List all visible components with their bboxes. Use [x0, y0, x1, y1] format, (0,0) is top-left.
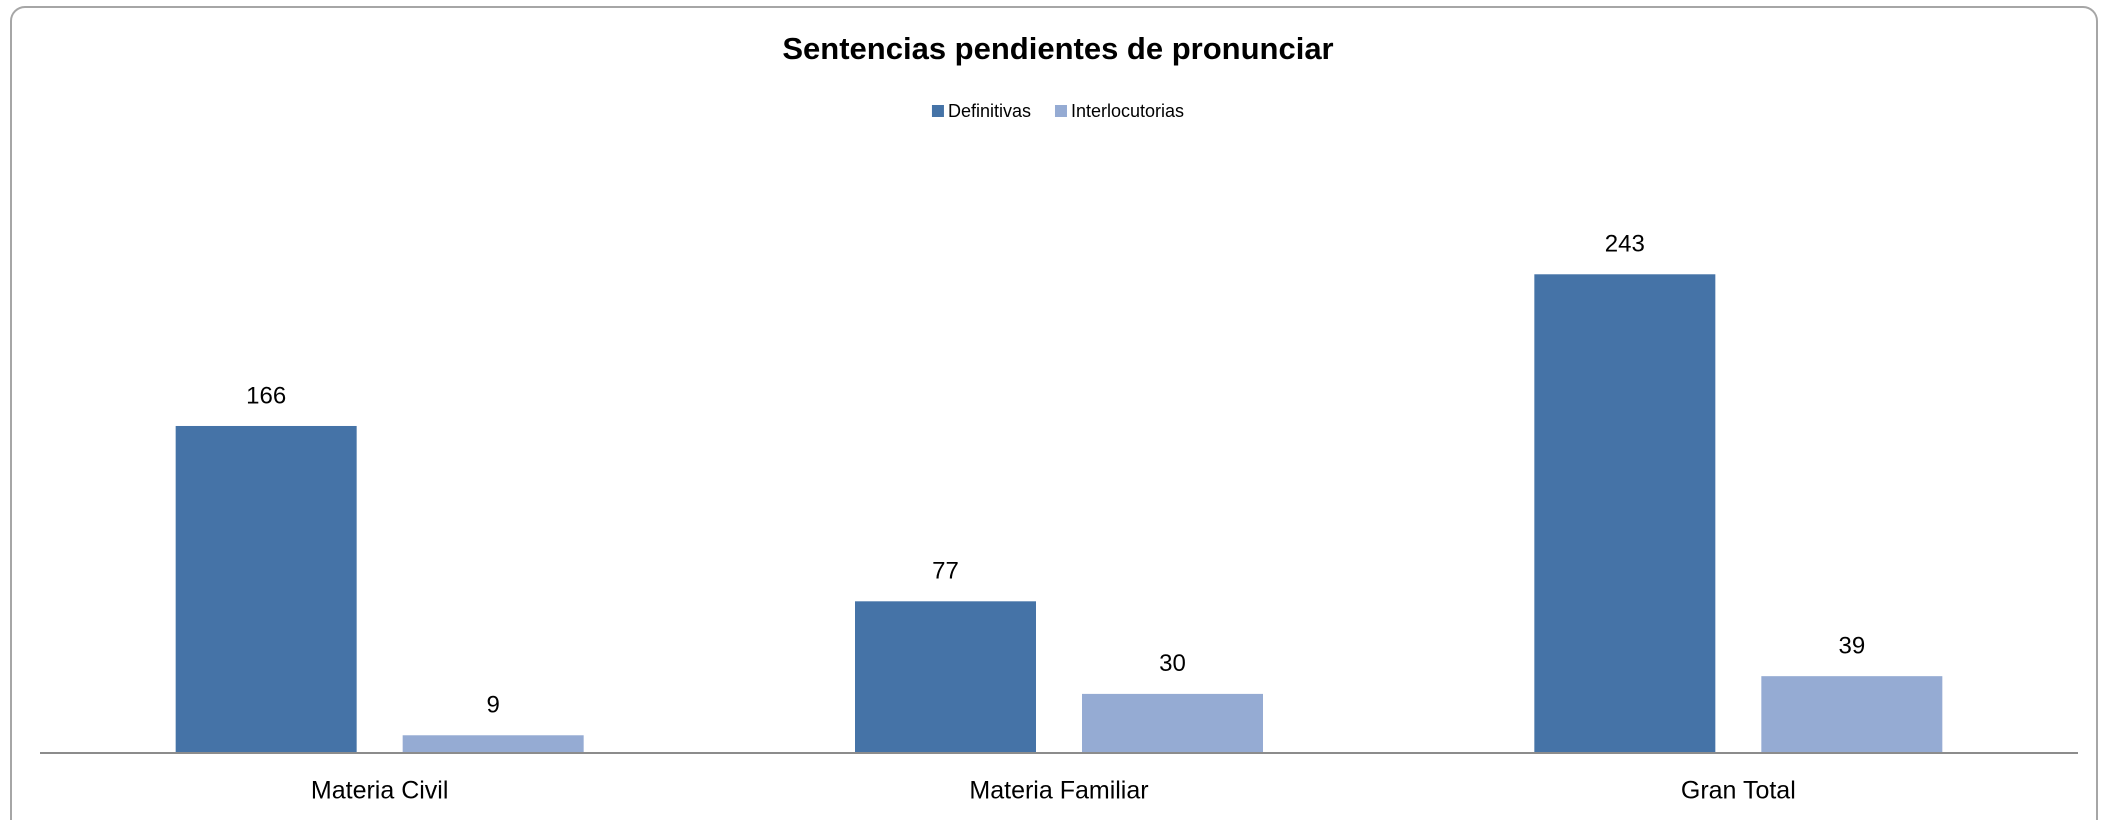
data-label: 243 — [1605, 231, 1645, 258]
bar — [855, 601, 1036, 753]
data-label: 30 — [1159, 650, 1186, 677]
x-tick-label: Materia Civil — [311, 777, 449, 805]
data-label: 39 — [1838, 633, 1865, 660]
x-tick-label: Gran Total — [1681, 777, 1796, 805]
bar — [175, 425, 357, 753]
bar — [1082, 693, 1263, 753]
bar — [1761, 676, 1943, 753]
x-tick-label: Materia Familiar — [969, 777, 1148, 805]
legend-label: Interlocutorias — [1071, 101, 1184, 121]
legend-swatch — [931, 105, 944, 117]
data-label: 166 — [246, 382, 286, 409]
legend-label: Definitivas — [948, 101, 1031, 121]
chart-title: Sentencias pendientes de pronunciar — [782, 31, 1333, 66]
legend-swatch — [1054, 105, 1067, 117]
data-label: 9 — [486, 692, 499, 719]
bar — [402, 735, 584, 753]
data-label: 77 — [932, 558, 959, 585]
bar — [1534, 274, 1716, 753]
